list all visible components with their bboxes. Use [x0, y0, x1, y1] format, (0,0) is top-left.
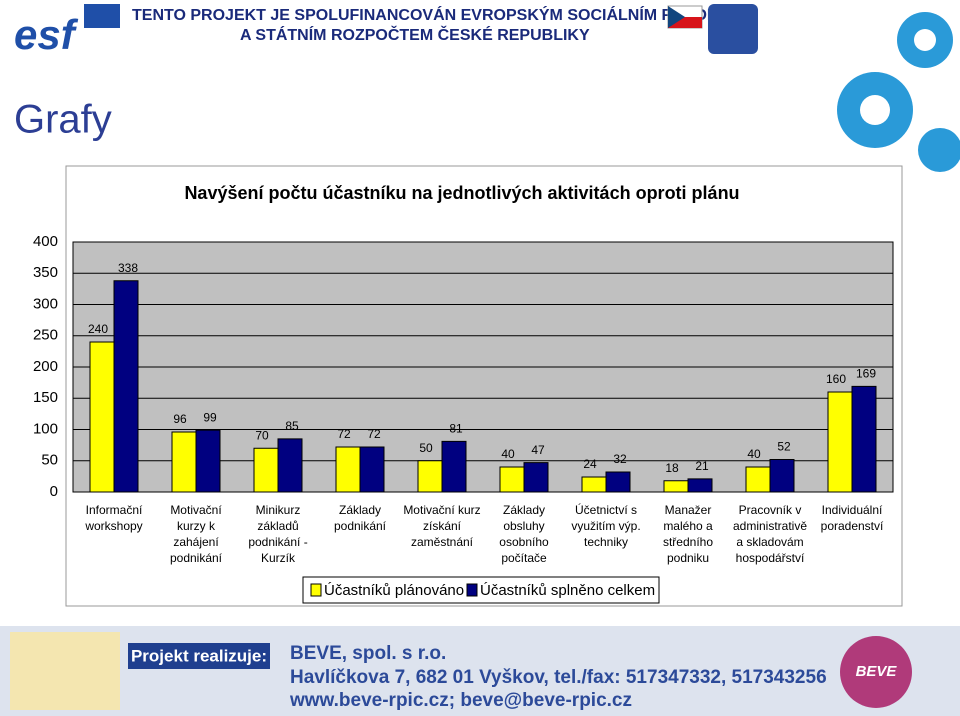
gear-hole — [914, 29, 936, 51]
cvpp-logo — [10, 632, 120, 710]
legend-box — [302, 576, 660, 604]
bar — [745, 466, 771, 493]
bar — [581, 476, 607, 493]
eu-flag — [84, 4, 120, 28]
y-tick-label: 0 — [50, 483, 58, 500]
legend-label: Účastníků splněno celkem — [480, 582, 655, 599]
data-label: 52 — [777, 440, 791, 454]
data-label: 240 — [88, 322, 108, 336]
footer-web: www.beve-rpic.cz; beve@beve-rpic.cz — [289, 690, 632, 711]
beve-logo-text: BEVE — [856, 663, 898, 680]
footer-band — [0, 626, 960, 716]
bar — [171, 431, 197, 493]
data-label: 47 — [531, 443, 545, 457]
data-label: 40 — [501, 447, 515, 461]
bar — [687, 478, 713, 493]
bar — [89, 341, 115, 493]
y-tick-label: 350 — [33, 264, 58, 281]
bar — [605, 471, 631, 493]
y-tick-label: 100 — [33, 420, 58, 437]
header-band — [0, 0, 960, 60]
legend-swatch — [466, 583, 478, 597]
x-tick-label: Individuální poradenství — [820, 503, 884, 533]
data-label: 40 — [747, 447, 761, 461]
data-label: 72 — [337, 427, 351, 441]
x-tick-label: Informační workshopy — [85, 503, 143, 533]
data-label: 85 — [285, 419, 299, 433]
y-tick-label: 150 — [33, 389, 58, 406]
data-label: 24 — [583, 457, 597, 471]
bar — [499, 466, 525, 493]
bar — [335, 446, 361, 493]
bar — [827, 391, 853, 493]
y-tick-label: 400 — [33, 233, 58, 250]
bar — [523, 462, 549, 493]
x-tick-label: Manažer malého a středního podniku — [662, 503, 714, 565]
cz-flag-red — [668, 17, 702, 28]
x-tick-label: Základy podnikání — [333, 503, 387, 533]
data-label: 32 — [613, 452, 627, 466]
slide-title: Grafy — [14, 98, 112, 142]
chart-title: Navýšení počtu účastníku na jednotlivých… — [184, 183, 739, 203]
header-line: A STÁTNÍM ROZPOČTEM ČESKÉ REPUBLIKY — [240, 25, 590, 44]
data-label: 70 — [255, 428, 269, 442]
chart: 0 50 100 150 200 250 300 350 400 240 338 96 99 70 85 72… — [33, 233, 894, 604]
legend-label: Účastníků plánováno — [324, 582, 464, 599]
header-line: TENTO PROJEKT JE SPOLUFINANCOVÁN EVROPSK… — [132, 5, 731, 24]
esf-logo: esf — [14, 11, 79, 58]
y-tick-label: 300 — [33, 295, 58, 312]
bar — [663, 480, 689, 493]
data-label: 21 — [695, 459, 709, 473]
y-tick-label: 250 — [33, 327, 58, 344]
bar — [277, 438, 303, 493]
gear — [918, 128, 960, 172]
bar — [417, 460, 443, 493]
cz-flag-blue — [668, 6, 685, 28]
data-label: 160 — [826, 372, 846, 386]
footer-address: Havlíčkova 7, 682 01 Vyškov, tel./fax: 5… — [290, 667, 827, 688]
beve-logo — [840, 636, 912, 708]
data-label: 169 — [856, 367, 876, 381]
ministry-logo — [708, 4, 758, 54]
footer-company: BEVE, spol. s r.o. — [290, 643, 446, 664]
data-label: 18 — [665, 461, 679, 475]
bar — [113, 280, 139, 493]
bar — [359, 446, 385, 493]
y-tick-label: 50 — [41, 452, 58, 469]
x-tick-label: Motivační kurz získání zaměstnání — [403, 503, 481, 549]
x-tick-label: Základy obsluhy osobního počítače — [499, 503, 549, 565]
x-tick-label: Pracovník v administrativě a skladovám h… — [732, 503, 808, 565]
badge-text: Projekt realizuje: — [131, 646, 267, 665]
data-label: 81 — [449, 422, 463, 436]
data-label: 50 — [419, 441, 433, 455]
x-tick-label: Motivační kurzy k zahájení podnikání — [169, 503, 223, 565]
bar — [441, 440, 467, 493]
bar — [195, 429, 221, 493]
data-label: 338 — [118, 261, 138, 275]
badge — [128, 643, 270, 669]
bar — [851, 385, 877, 493]
legend-swatch — [310, 583, 322, 597]
gear-hole — [860, 95, 890, 125]
x-tick-label: Minikurz základů podnikání - Kurzík — [248, 503, 308, 565]
bar — [253, 447, 279, 493]
x-tick-label: Účetnictví s využitím výp. techniky — [571, 503, 641, 549]
data-label: 99 — [203, 410, 217, 424]
bar — [769, 459, 795, 493]
data-label: 96 — [173, 412, 187, 426]
data-label: 72 — [367, 427, 381, 441]
y-tick-label: 200 — [33, 358, 58, 375]
